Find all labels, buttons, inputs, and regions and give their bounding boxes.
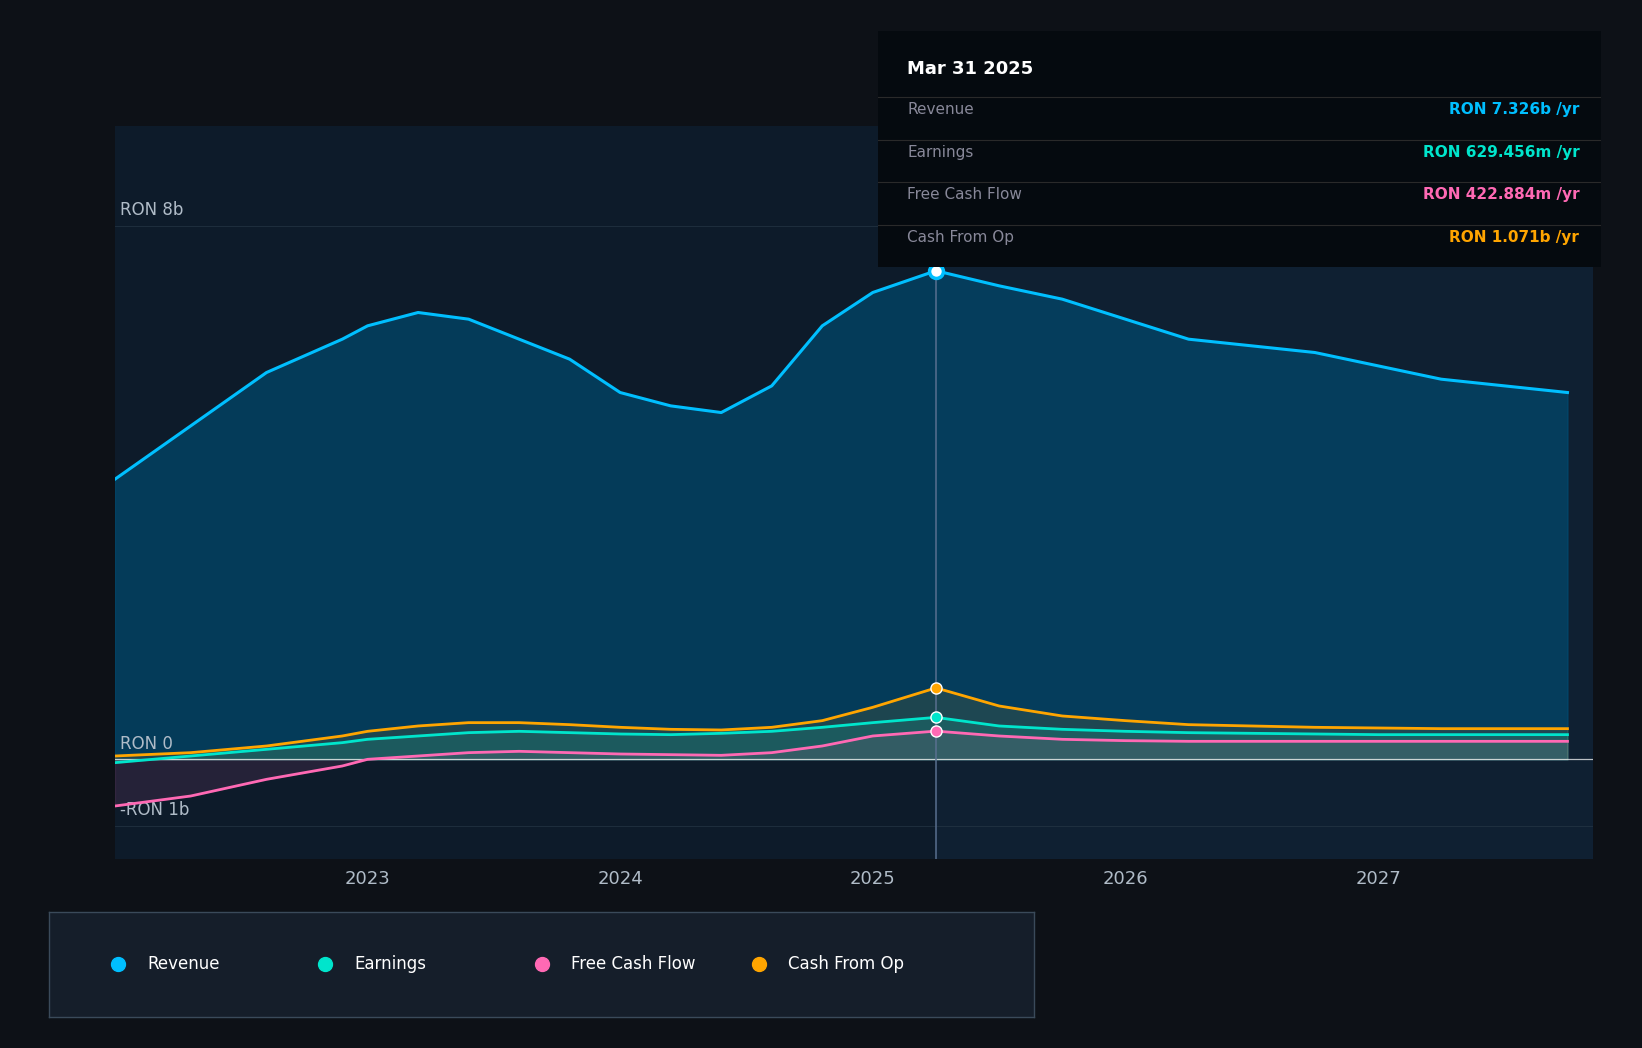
- Text: Cash From Op: Cash From Op: [908, 230, 1015, 244]
- Text: -RON 1b: -RON 1b: [120, 802, 189, 820]
- Bar: [936, 126, 1593, 859]
- Text: Earnings: Earnings: [355, 955, 427, 974]
- Text: Free Cash Flow: Free Cash Flow: [571, 955, 696, 974]
- Text: RON 422.884m /yr: RON 422.884m /yr: [1422, 187, 1580, 202]
- Text: RON 629.456m /yr: RON 629.456m /yr: [1422, 145, 1580, 159]
- Text: Analysts Forecasts: Analysts Forecasts: [951, 241, 1105, 259]
- Text: Mar 31 2025: Mar 31 2025: [908, 60, 1033, 78]
- Text: Cash From Op: Cash From Op: [788, 955, 905, 974]
- Text: RON 8b: RON 8b: [120, 201, 184, 219]
- Text: RON 7.326b /yr: RON 7.326b /yr: [1448, 103, 1580, 117]
- Text: Past: Past: [887, 241, 921, 259]
- Text: Free Cash Flow: Free Cash Flow: [908, 187, 1023, 202]
- Text: RON 0: RON 0: [120, 735, 172, 752]
- Text: Revenue: Revenue: [148, 955, 220, 974]
- Text: RON 1.071b /yr: RON 1.071b /yr: [1450, 230, 1580, 244]
- Text: Revenue: Revenue: [908, 103, 974, 117]
- Text: Earnings: Earnings: [908, 145, 974, 159]
